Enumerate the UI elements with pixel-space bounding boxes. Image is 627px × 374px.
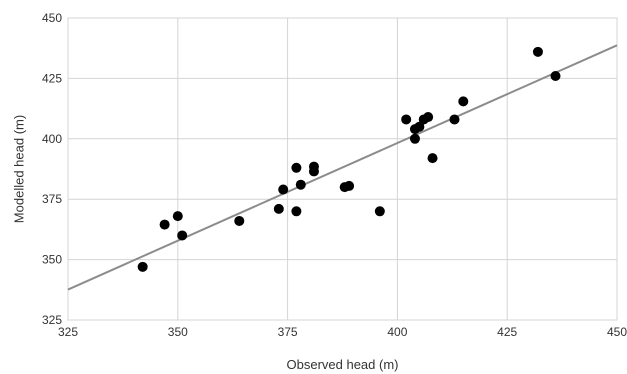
y-tick-label: 350 <box>42 253 62 267</box>
y-tick-label: 375 <box>42 192 62 206</box>
data-point <box>344 180 355 191</box>
data-point <box>177 230 188 241</box>
data-point <box>172 211 183 222</box>
x-tick-label: 450 <box>607 325 627 339</box>
data-point <box>449 114 460 125</box>
data-point <box>532 46 543 57</box>
data-point <box>291 162 302 173</box>
gridlines <box>67 17 618 321</box>
data-point <box>291 206 302 217</box>
x-tick-label: 425 <box>497 325 517 339</box>
x-tick-label: 350 <box>168 325 188 339</box>
plot-area-frame <box>67 17 618 321</box>
trendline-group <box>67 44 618 291</box>
data-point <box>295 179 306 190</box>
x-tick-label: 375 <box>278 325 298 339</box>
data-point <box>401 114 412 125</box>
x-axis-label: Observed head (m) <box>287 357 399 372</box>
data-points <box>137 46 561 272</box>
data-point <box>159 219 170 230</box>
y-tick-label: 450 <box>42 11 62 25</box>
y-tick-label: 325 <box>42 313 62 327</box>
y-axis-label: Modelled head (m) <box>12 115 27 223</box>
y-tick-label: 425 <box>42 71 62 85</box>
tick-labels: 325 350 375 400 425 450 325 350 375 400 425 450 <box>42 11 627 339</box>
data-point <box>427 153 438 164</box>
data-point <box>278 184 289 195</box>
x-tick-label: 325 <box>58 325 78 339</box>
data-point <box>414 121 425 132</box>
y-tick-label: 400 <box>42 132 62 146</box>
data-point <box>273 203 284 214</box>
data-point <box>423 112 434 123</box>
data-point <box>409 133 420 144</box>
x-tick-label: 400 <box>387 325 407 339</box>
trendline <box>67 44 618 291</box>
data-point <box>374 206 385 217</box>
data-point <box>308 166 319 177</box>
data-point <box>550 70 561 81</box>
data-point <box>137 261 148 272</box>
data-point <box>234 215 245 226</box>
data-point <box>458 96 469 107</box>
